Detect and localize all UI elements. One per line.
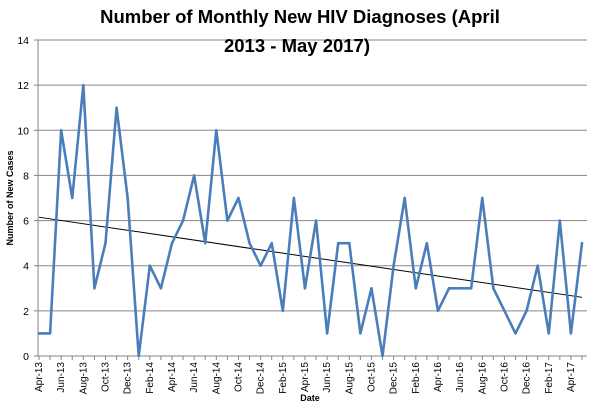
x-tick-label-Apr-13: Apr-13 bbox=[34, 362, 45, 392]
series-line-0 bbox=[37, 83, 584, 358]
data-point-Mar-16 bbox=[425, 241, 429, 245]
y-tick-label-2: 2 bbox=[23, 306, 29, 318]
data-point-Feb-17 bbox=[547, 332, 550, 335]
data-point-Aug-13 bbox=[82, 83, 85, 87]
y-tick-label-8: 8 bbox=[23, 170, 29, 182]
x-tick-label-Jun-16: Jun-16 bbox=[455, 362, 466, 393]
data-point-Jun-13 bbox=[59, 129, 63, 132]
x-tick-label-Dec-15: Dec-15 bbox=[389, 362, 400, 395]
data-point-Dec-14 bbox=[259, 264, 262, 267]
data-point-Jan-15 bbox=[270, 241, 273, 245]
data-point-Jun-16 bbox=[458, 287, 462, 290]
y-axis-label: Number of New Cases bbox=[5, 150, 15, 245]
x-tick-label-Aug-16: Aug-16 bbox=[477, 362, 488, 395]
data-point-Dec-15 bbox=[392, 264, 395, 267]
data-point-May-17 bbox=[580, 241, 584, 245]
data-point-Sep-13 bbox=[93, 287, 96, 290]
data-point-Mar-15 bbox=[292, 196, 296, 200]
data-point-Jan-16 bbox=[403, 196, 406, 200]
data-point-Apr-13 bbox=[37, 332, 41, 335]
data-point-Feb-15 bbox=[281, 309, 284, 313]
data-point-Dec-13 bbox=[126, 196, 129, 200]
data-point-Nov-16 bbox=[514, 332, 517, 335]
x-tick-label-Oct-13: Oct-13 bbox=[100, 362, 111, 392]
x-tick-label-Feb-14: Feb-14 bbox=[145, 362, 156, 394]
data-point-Jul-14 bbox=[204, 241, 207, 245]
axes bbox=[37, 40, 587, 357]
x-tick-label-Jun-13: Jun-13 bbox=[56, 362, 67, 393]
data-point-Feb-16 bbox=[414, 287, 417, 290]
data-point-Mar-17 bbox=[558, 219, 562, 222]
y-tick-label-14: 14 bbox=[17, 35, 29, 47]
x-tick-label-Oct-15: Oct-15 bbox=[366, 362, 377, 392]
data-point-May-15 bbox=[314, 219, 318, 222]
x-tick-label-Aug-15: Aug-15 bbox=[344, 362, 355, 395]
gridlines bbox=[38, 39, 587, 312]
data-point-Jul-13 bbox=[71, 196, 74, 200]
data-point-Jul-16 bbox=[469, 287, 473, 290]
data-point-Dec-16 bbox=[525, 309, 528, 313]
data-point-Mar-14 bbox=[159, 287, 163, 290]
data-point-Apr-15 bbox=[303, 287, 307, 290]
data-point-May-16 bbox=[447, 287, 451, 290]
data-point-Oct-14 bbox=[237, 196, 240, 200]
data-point-Oct-15 bbox=[370, 287, 373, 290]
chart-title-line-2: 2013 - May 2017) bbox=[224, 35, 370, 56]
x-tick-label-Aug-14: Aug-14 bbox=[211, 362, 222, 395]
data-point-Feb-14 bbox=[148, 264, 152, 267]
x-tick-label-Feb-17: Feb-17 bbox=[544, 362, 555, 394]
data-point-Jul-15 bbox=[337, 241, 340, 245]
x-axis-label: Date bbox=[300, 393, 320, 403]
data-point-May-13 bbox=[48, 332, 52, 335]
y-tick-label-4: 4 bbox=[23, 261, 29, 273]
data-point-Jun-15 bbox=[325, 332, 329, 335]
data-point-Aug-16 bbox=[481, 196, 484, 200]
data-point-Apr-17 bbox=[569, 332, 573, 335]
data-point-Oct-16 bbox=[503, 309, 506, 313]
x-tick-label-Dec-16: Dec-16 bbox=[522, 362, 533, 395]
x-tick-label-Jun-14: Jun-14 bbox=[189, 362, 200, 393]
series-group bbox=[37, 83, 584, 358]
y-tick-label-10: 10 bbox=[17, 125, 29, 137]
x-tick-label-Dec-14: Dec-14 bbox=[256, 362, 267, 395]
data-point-Jun-14 bbox=[192, 174, 196, 177]
x-tick-label-Oct-16: Oct-16 bbox=[499, 362, 510, 392]
y-axis-ticks: 0 2 4 6 8 10 12 14 bbox=[17, 35, 38, 363]
data-point-Aug-15 bbox=[348, 241, 351, 245]
data-point-Oct-13 bbox=[104, 241, 107, 245]
chart-title-line-1: Number of Monthly New HIV Diagnoses (Apr… bbox=[100, 6, 500, 27]
x-tick-label-Oct-14: Oct-14 bbox=[233, 362, 244, 392]
x-tick-label-Dec-13: Dec-13 bbox=[123, 362, 134, 395]
x-tick-label-Apr-15: Apr-15 bbox=[300, 362, 311, 392]
data-point-Nov-15 bbox=[381, 354, 384, 358]
data-point-Jan-17 bbox=[536, 264, 539, 267]
x-tick-label-Apr-16: Apr-16 bbox=[433, 362, 444, 392]
data-point-Sep-16 bbox=[492, 287, 495, 290]
data-point-Sep-15 bbox=[359, 332, 362, 335]
y-tick-label-12: 12 bbox=[17, 80, 29, 92]
data-point-Jan-14 bbox=[137, 354, 140, 358]
x-tick-label-Feb-16: Feb-16 bbox=[411, 362, 422, 394]
y-tick-label-0: 0 bbox=[23, 351, 29, 363]
data-point-Sep-14 bbox=[226, 219, 229, 222]
x-tick-label-Feb-15: Feb-15 bbox=[278, 362, 289, 394]
data-point-Apr-16 bbox=[436, 309, 440, 313]
x-tick-label-Apr-17: Apr-17 bbox=[566, 362, 577, 392]
data-point-Apr-14 bbox=[170, 241, 174, 245]
x-axis-ticks: Apr-13 Jun-13 Aug-13 Oct-13 Dec-13 Feb-14 Apr-… bbox=[34, 356, 583, 395]
y-tick-label-6: 6 bbox=[23, 216, 29, 228]
data-point-Nov-13 bbox=[115, 106, 118, 109]
x-tick-label-Jun-15: Jun-15 bbox=[322, 362, 333, 393]
data-point-Nov-14 bbox=[248, 241, 251, 245]
x-tick-label-Apr-14: Apr-14 bbox=[167, 362, 178, 392]
x-tick-label-Aug-13: Aug-13 bbox=[78, 362, 89, 395]
data-point-Aug-14 bbox=[215, 129, 218, 132]
data-point-May-14 bbox=[181, 219, 185, 222]
